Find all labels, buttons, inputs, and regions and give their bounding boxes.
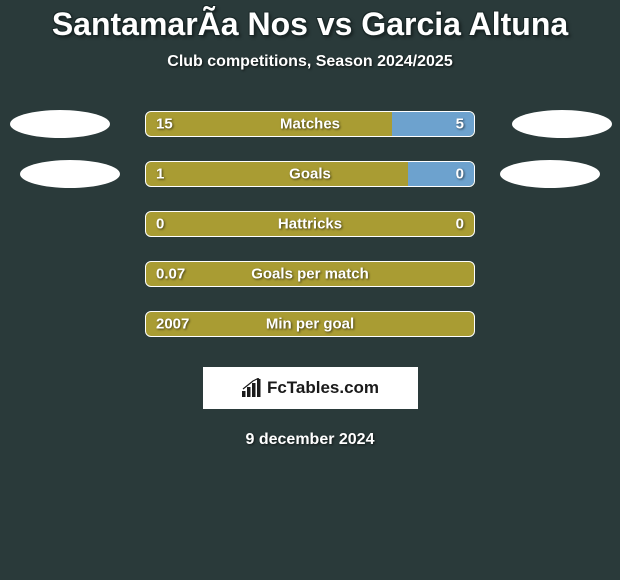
- stat-row: 0.07 Goals per match: [0, 261, 620, 287]
- right-bubble: [500, 160, 600, 188]
- brand-box: FcTables.com: [203, 367, 418, 409]
- right-value: 0: [456, 216, 464, 233]
- left-value: 2007: [156, 316, 189, 333]
- stat-row: 15 Matches 5: [0, 111, 620, 137]
- stat-row: 0 Hattricks 0: [0, 211, 620, 237]
- right-value: 5: [456, 116, 464, 133]
- stat-label: Min per goal: [266, 316, 354, 333]
- left-value: 15: [156, 116, 173, 133]
- chart-icon: [241, 378, 263, 398]
- bar-track: 0.07 Goals per match: [145, 261, 475, 287]
- bar-track: 15 Matches 5: [145, 111, 475, 137]
- left-value: 0: [156, 216, 164, 233]
- right-value: 0: [456, 166, 464, 183]
- left-value: 0.07: [156, 266, 185, 283]
- stat-row: 1 Goals 0: [0, 161, 620, 187]
- stat-label: Hattricks: [278, 216, 342, 233]
- stat-label: Goals per match: [251, 266, 369, 283]
- page-title: SantamarÃ­a Nos vs Garcia Altuna: [0, 0, 620, 43]
- date-text: 9 december 2024: [0, 431, 620, 449]
- left-bubble: [20, 160, 120, 188]
- stat-label: Goals: [289, 166, 331, 183]
- bar-fill-right: [408, 162, 474, 186]
- right-bubble: [512, 110, 612, 138]
- left-value: 1: [156, 166, 164, 183]
- subtitle: Club competitions, Season 2024/2025: [0, 53, 620, 71]
- brand-text: FcTables.com: [267, 378, 379, 398]
- left-bubble: [10, 110, 110, 138]
- bar-track: 0 Hattricks 0: [145, 211, 475, 237]
- bar-track: 2007 Min per goal: [145, 311, 475, 337]
- stat-label: Matches: [280, 116, 340, 133]
- stat-row: 2007 Min per goal: [0, 311, 620, 337]
- bar-track: 1 Goals 0: [145, 161, 475, 187]
- stats-rows: 15 Matches 5 1 Goals 0 0 Hattricks 0 0.07 Goals pe…: [0, 111, 620, 337]
